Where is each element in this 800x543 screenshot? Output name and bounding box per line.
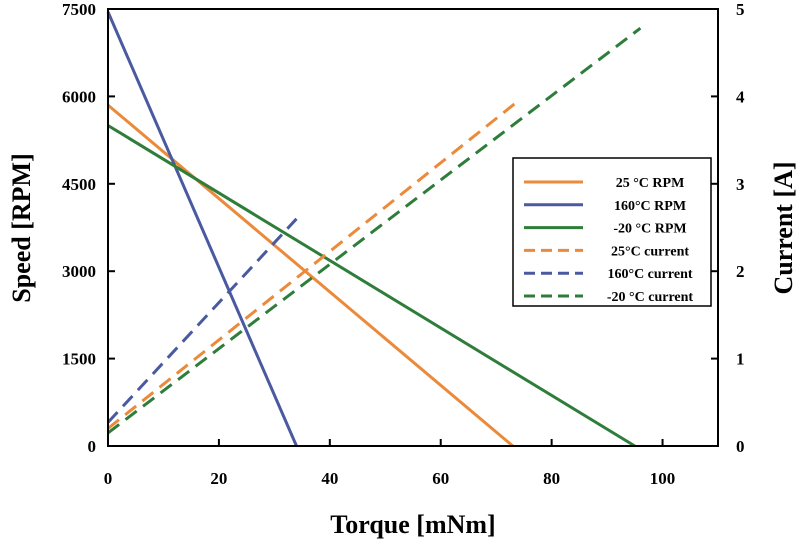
series-line-2 — [107, 124, 636, 448]
legend-label-1: 160°C RPM — [614, 199, 686, 214]
legend-label-3: 25°C current — [611, 244, 689, 259]
legend-label-0: 25 °C RPM — [616, 176, 685, 191]
y-tick-label: 0 — [88, 437, 97, 456]
plot-frame — [107, 8, 719, 447]
y2-tick-label: 5 — [736, 0, 745, 19]
y2-tick-label: 0 — [736, 437, 745, 456]
series-line-4 — [106, 217, 298, 424]
x-tick-label: 80 — [543, 469, 560, 488]
y-axis-title: Speed [RPM] — [7, 153, 36, 302]
series-layer — [106, 11, 642, 448]
x-tick-label: 0 — [104, 469, 113, 488]
y2-tick-label: 4 — [736, 87, 745, 106]
x-tick-label: 20 — [210, 469, 227, 488]
tick-layer: 0 20 40 60 80 100 0 1500 3000 4500 6000 7500 0 1 2 3 4 5 — [62, 0, 745, 488]
legend: 25 °C RPM 160°C RPM -20 °C RPM 25°C current… — [512, 157, 712, 307]
y-tick-label: 3000 — [62, 262, 96, 281]
x-tick-label: 100 — [650, 469, 676, 488]
y2-tick-label: 3 — [736, 175, 745, 194]
legend-label-5: -20 °C current — [607, 290, 694, 305]
legend-label-4: 160°C current — [607, 267, 692, 282]
series-line-5 — [107, 27, 642, 435]
x-axis-title: Torque [mNm] — [330, 510, 495, 539]
x-tick-label: 60 — [432, 469, 449, 488]
y-tick-label: 7500 — [62, 0, 96, 19]
series-line-1 — [106, 11, 298, 447]
y2-axis-title: Current [A] — [769, 161, 798, 294]
y2-tick-label: 2 — [736, 262, 745, 281]
y-tick-label: 4500 — [62, 175, 96, 194]
y-tick-label: 6000 — [62, 87, 96, 106]
y-tick-label: 1500 — [62, 350, 96, 369]
x-tick-label: 40 — [321, 469, 338, 488]
series-line-0 — [107, 103, 514, 448]
y2-tick-label: 1 — [736, 350, 745, 369]
legend-label-2: -20 °C RPM — [613, 222, 686, 237]
